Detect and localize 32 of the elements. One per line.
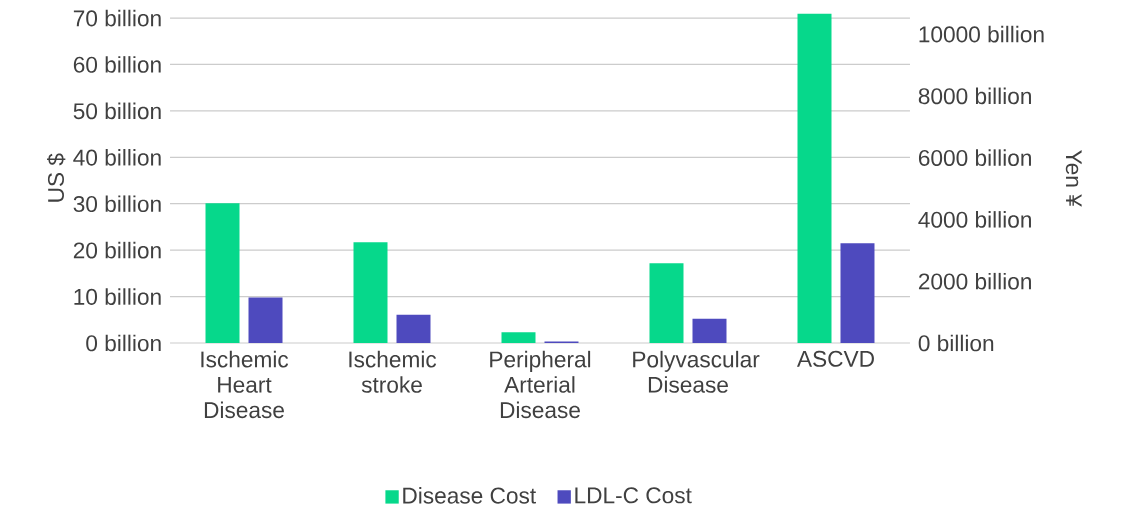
y-tick-label: 50 billion	[73, 102, 161, 120]
y2-tick-label: 2000 billion	[918, 272, 1031, 290]
y2-tick-label: 4000 billion	[918, 211, 1031, 228]
bar	[649, 263, 684, 343]
y2-axis-title: Yen ¥	[1065, 150, 1082, 207]
y2-tick-label: 10000 billion	[919, 25, 1044, 43]
y2-tick-label: 6000 billion	[918, 149, 1031, 166]
legend-label: LDL-C Cost	[575, 487, 692, 504]
bar	[840, 243, 875, 343]
bar	[248, 297, 283, 343]
y2-tick-label: 0 billion	[918, 334, 994, 352]
y-tick-label: 0 billion	[86, 334, 161, 352]
bar	[205, 203, 240, 343]
bar	[501, 332, 536, 343]
bar	[396, 314, 431, 343]
x-tick-label: Ischemic stroke	[349, 350, 437, 393]
y-tick-label: 20 billion	[73, 241, 161, 259]
y-tick-label: 60 billion	[73, 56, 161, 73]
x-tick-label: ASCVD	[796, 350, 874, 367]
y-tick-label: 40 billion	[73, 148, 161, 166]
x-tick-label: Ischemic Heart Disease	[201, 350, 289, 419]
y-tick-label: 70 billion	[73, 9, 161, 27]
x-tick-label: Polyvascular Disease	[633, 350, 760, 393]
x-tick-label: Peripheral Arterial Disease	[490, 350, 591, 419]
y-axis-title: US $	[47, 153, 66, 202]
y2-tick-label: 8000 billion	[918, 87, 1031, 105]
bar	[692, 318, 727, 343]
bar	[797, 13, 832, 343]
y-tick-label: 30 billion	[73, 195, 161, 213]
bar	[353, 242, 388, 343]
y-tick-label: 10 billion	[74, 288, 161, 305]
legend-label: Disease Cost	[403, 487, 536, 504]
